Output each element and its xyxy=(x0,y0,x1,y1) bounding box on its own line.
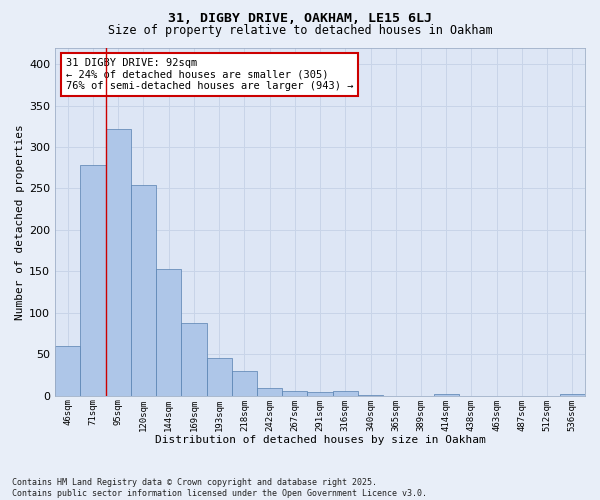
Bar xyxy=(232,371,257,396)
Bar xyxy=(282,391,307,396)
Bar xyxy=(80,166,106,396)
Bar xyxy=(257,388,282,396)
Bar xyxy=(156,269,181,396)
Text: 31 DIGBY DRIVE: 92sqm
← 24% of detached houses are smaller (305)
76% of semi-det: 31 DIGBY DRIVE: 92sqm ← 24% of detached … xyxy=(66,58,353,91)
Bar xyxy=(307,392,332,396)
Bar xyxy=(55,346,80,396)
Y-axis label: Number of detached properties: Number of detached properties xyxy=(15,124,25,320)
Bar xyxy=(131,185,156,396)
Bar xyxy=(332,391,358,396)
Text: 31, DIGBY DRIVE, OAKHAM, LE15 6LJ: 31, DIGBY DRIVE, OAKHAM, LE15 6LJ xyxy=(168,12,432,26)
Bar xyxy=(206,358,232,396)
Bar xyxy=(358,395,383,396)
Text: Size of property relative to detached houses in Oakham: Size of property relative to detached ho… xyxy=(107,24,493,37)
Bar xyxy=(181,323,206,396)
Bar xyxy=(560,394,585,396)
Bar xyxy=(434,394,459,396)
X-axis label: Distribution of detached houses by size in Oakham: Distribution of detached houses by size … xyxy=(155,435,485,445)
Text: Contains HM Land Registry data © Crown copyright and database right 2025.
Contai: Contains HM Land Registry data © Crown c… xyxy=(12,478,427,498)
Bar xyxy=(106,129,131,396)
